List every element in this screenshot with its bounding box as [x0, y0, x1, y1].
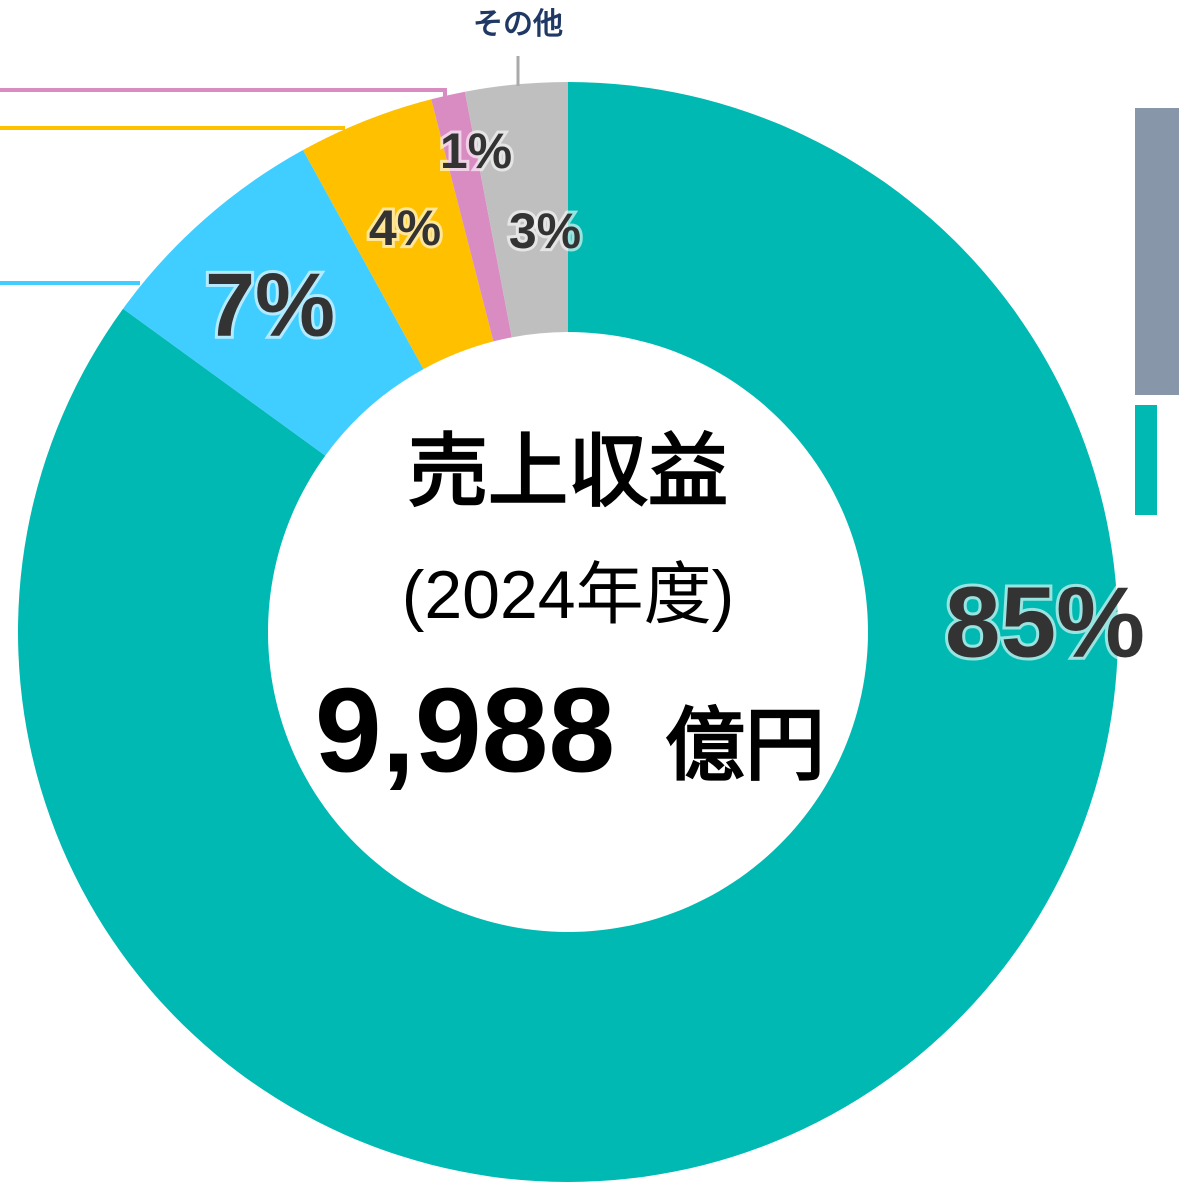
center-title: 売上収益	[408, 427, 728, 516]
category-label: その他	[473, 8, 563, 41]
value-label: 4%	[369, 200, 441, 256]
value-label: 1%	[440, 123, 512, 179]
page: 売上収益 (2024年度) 9,988 億円 85%7%4%1%3%その他 ((…	[0, 0, 1179, 1184]
accent-bar	[1135, 405, 1157, 515]
leader-line	[0, 90, 445, 100]
value-label: 3%	[509, 203, 581, 259]
center-subtitle: (2024年度)	[402, 557, 735, 633]
total-value: 9,988	[315, 664, 615, 798]
value-label: 85%	[945, 566, 1145, 678]
total-unit: 億円	[665, 701, 825, 790]
chart: 売上収益 (2024年度) 9,988 億円 85% 7% 4% 1% 3% その他	[0, 0, 1179, 1184]
value-label: 7%	[205, 256, 335, 356]
photo	[1135, 108, 1179, 395]
